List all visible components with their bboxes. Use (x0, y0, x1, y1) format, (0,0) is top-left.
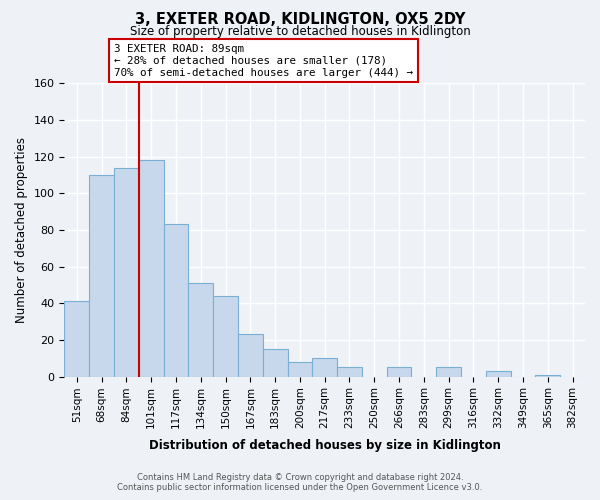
Bar (64, 302, 89, 376)
Bar (238, 334, 263, 376)
Bar (287, 362, 313, 376)
Bar (213, 296, 238, 376)
X-axis label: Distribution of detached houses by size in Kidlington: Distribution of detached houses by size … (149, 440, 500, 452)
Y-axis label: Number of detached properties: Number of detached properties (15, 137, 28, 323)
Bar (486, 371, 511, 376)
Bar (337, 368, 362, 376)
Bar (313, 358, 337, 376)
Bar (436, 368, 461, 376)
Text: Contains HM Land Registry data © Crown copyright and database right 2024.
Contai: Contains HM Land Registry data © Crown c… (118, 473, 482, 492)
Bar (386, 368, 412, 376)
Bar (89, 175, 114, 376)
Text: 3 EXETER ROAD: 89sqm
← 28% of detached houses are smaller (178)
70% of semi-deta: 3 EXETER ROAD: 89sqm ← 28% of detached h… (114, 44, 413, 78)
Bar (263, 349, 287, 376)
Bar (535, 374, 560, 376)
Bar (139, 160, 164, 376)
Bar (164, 224, 188, 376)
Bar (114, 168, 139, 376)
Text: 3, EXETER ROAD, KIDLINGTON, OX5 2DY: 3, EXETER ROAD, KIDLINGTON, OX5 2DY (135, 12, 465, 28)
Text: Size of property relative to detached houses in Kidlington: Size of property relative to detached ho… (130, 25, 470, 38)
Bar (188, 283, 213, 376)
